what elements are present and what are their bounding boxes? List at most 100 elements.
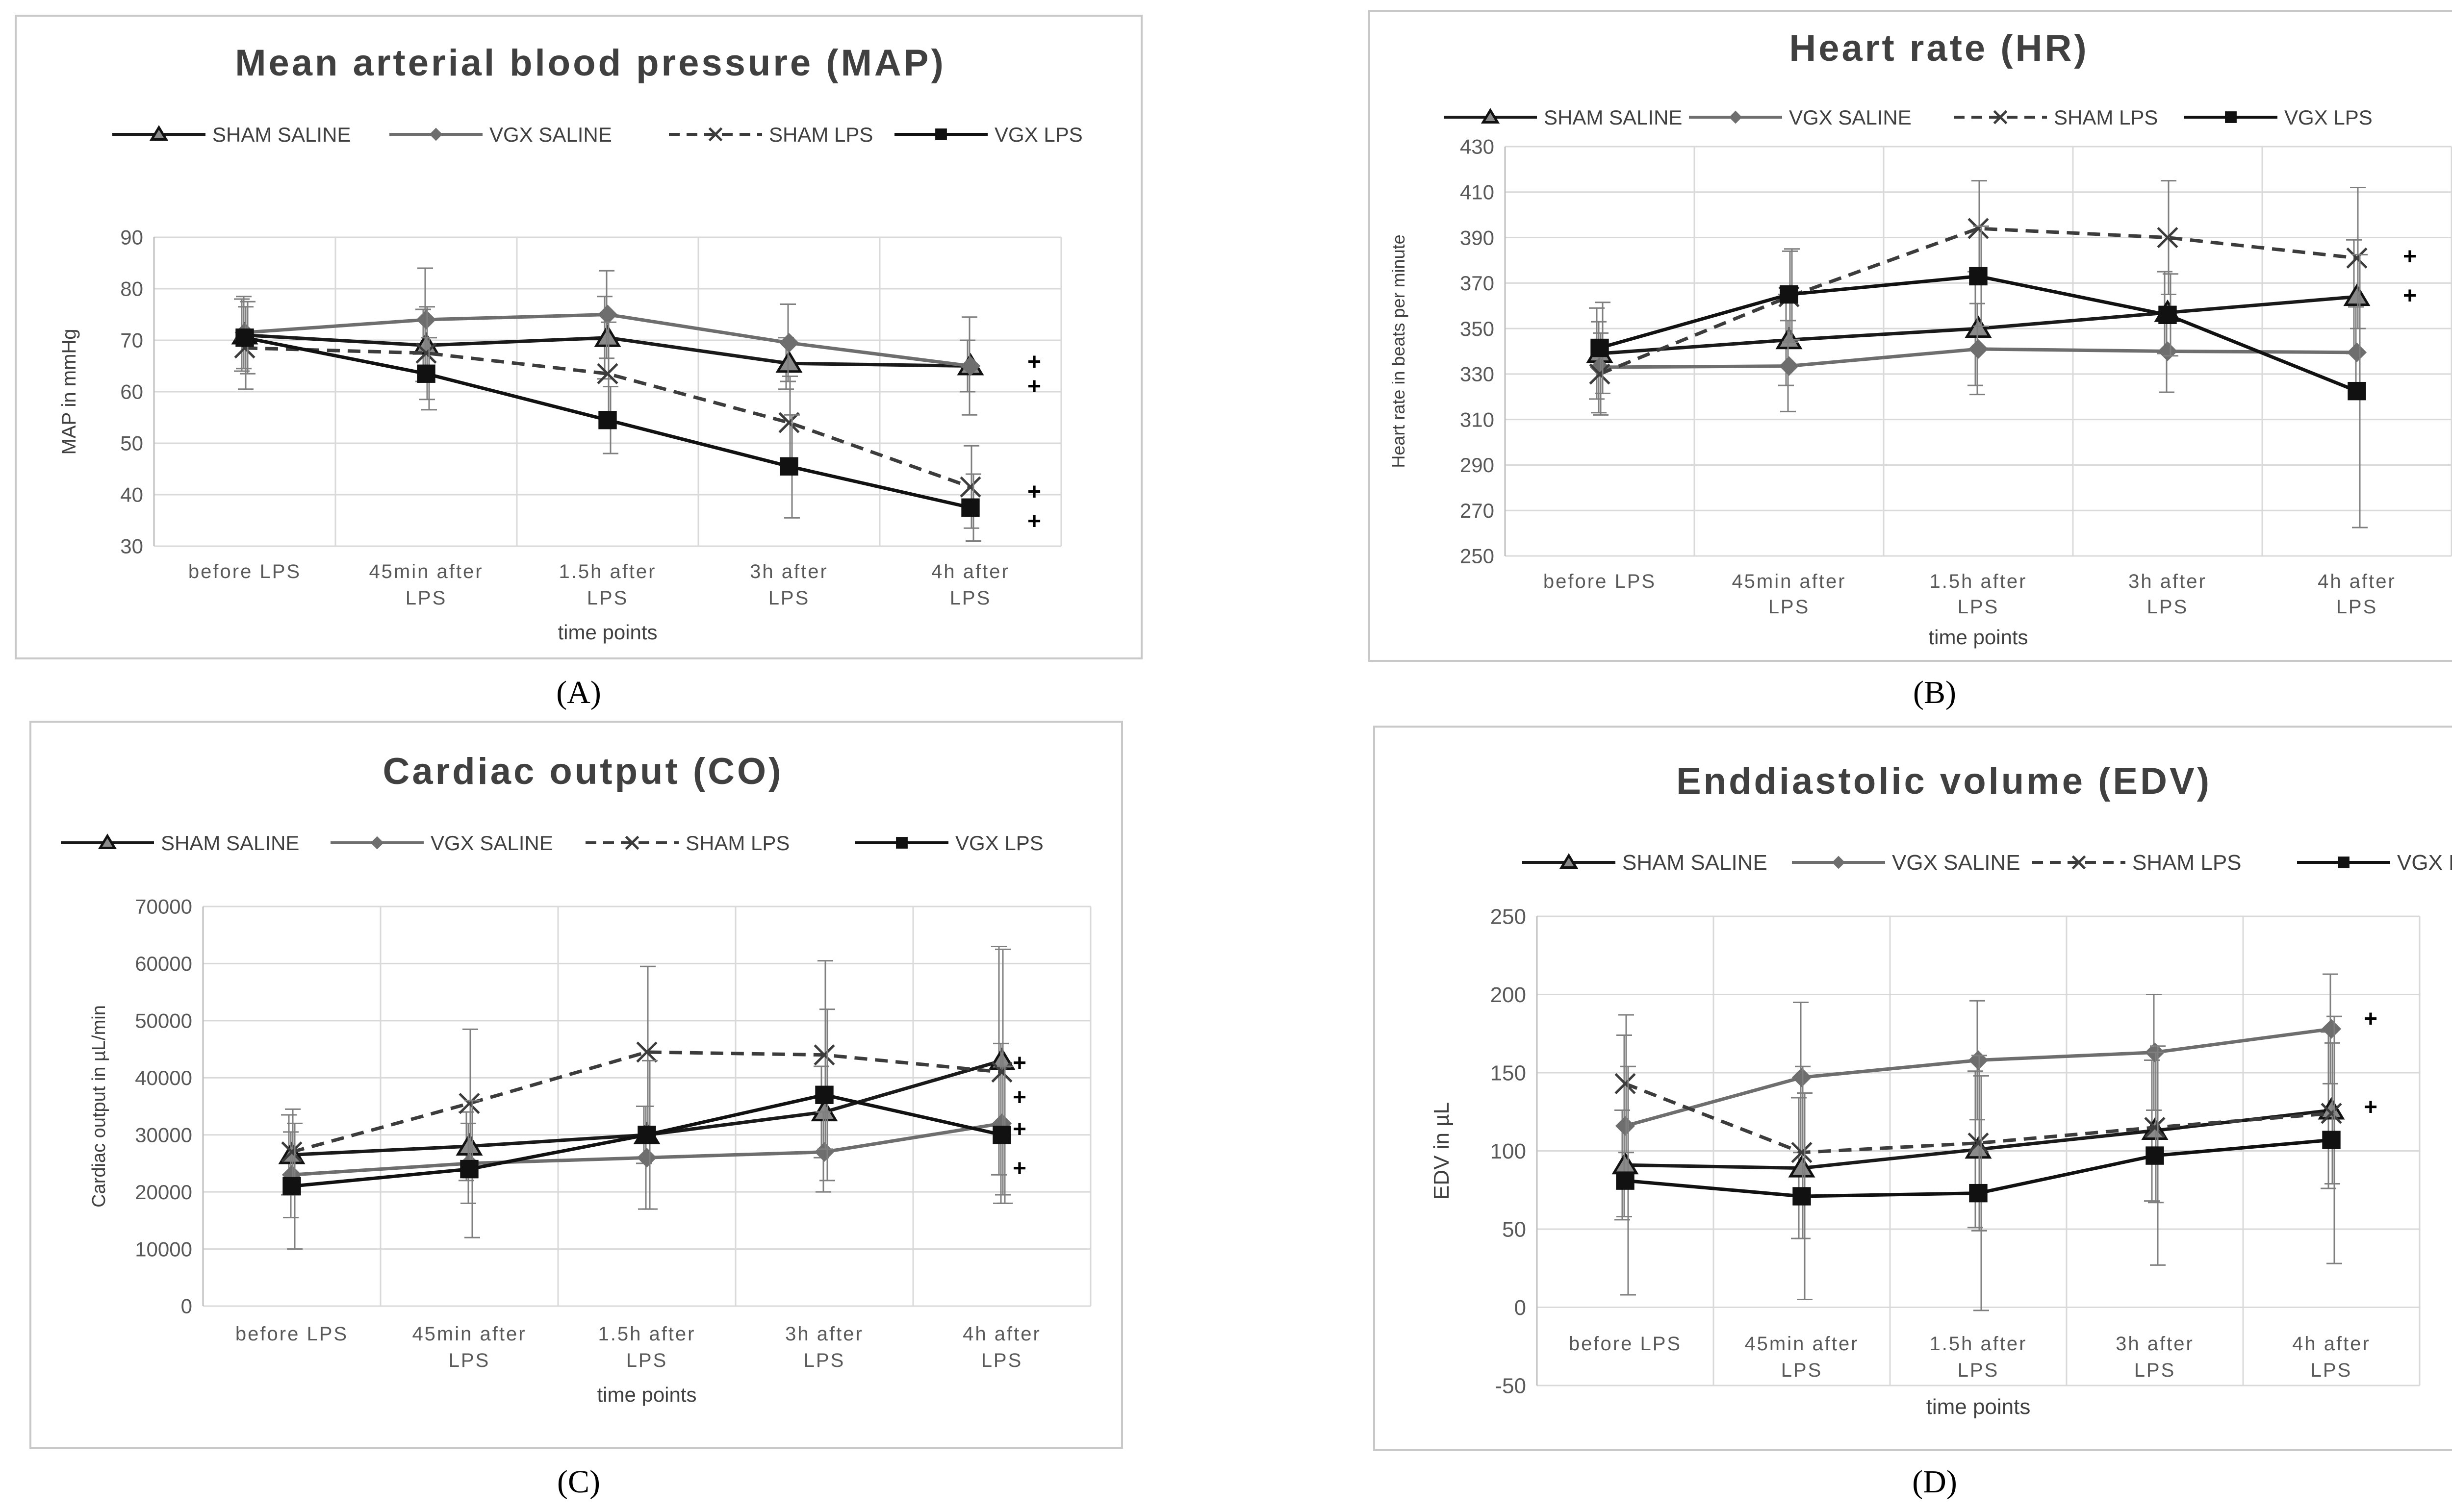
data-point — [779, 333, 799, 353]
data-point — [597, 304, 618, 325]
data-point — [2157, 227, 2178, 249]
data-point — [1779, 356, 1799, 376]
legend-item-vgx-saline: VGX SALINE — [331, 832, 553, 855]
panel-a: Mean arterial blood pressure (MAP) SHAM S… — [15, 15, 1143, 659]
legend-item-sham-lps: SHAM LPS — [586, 832, 790, 855]
grid — [1504, 146, 2452, 557]
data-point — [1967, 218, 1989, 239]
y-tick-label: 200 — [1490, 983, 1526, 1007]
data-point — [1614, 1073, 1636, 1094]
series-vgx-lps — [1616, 1015, 2342, 1311]
y-tick-label: 350 — [1460, 317, 1494, 340]
x-tick-label: before LPS — [1543, 571, 1656, 592]
data-point — [993, 1126, 1011, 1144]
grid — [153, 236, 1062, 547]
y-tick-label: 0 — [1514, 1296, 1526, 1320]
x-axis-title: time points — [597, 1383, 696, 1406]
significance-mark: + — [1013, 1156, 1026, 1182]
y-tick-label: 30000 — [135, 1123, 192, 1146]
y-tick-label: 0 — [181, 1295, 192, 1318]
data-point — [2146, 1146, 2164, 1165]
x-tick-label: LPS — [1958, 1360, 1999, 1381]
legend-label: VGX LPS — [2284, 106, 2373, 129]
x-tick-label: 3h after — [785, 1323, 864, 1345]
y-axis-title: EDV in µL — [1430, 1102, 1454, 1200]
legend-marker — [2225, 111, 2237, 123]
data-point — [778, 412, 800, 433]
chart-title: Mean arterial blood pressure (MAP) — [235, 42, 946, 84]
legend-item-vgx-lps: VGX LPS — [855, 832, 1044, 855]
y-tick-label: 80 — [120, 277, 143, 301]
legend-marker — [1993, 110, 2008, 125]
significance-mark: + — [1013, 1116, 1026, 1142]
panel-d: Enddiastolic volume (EDV) SHAM SALINE VGX … — [1373, 726, 2452, 1451]
y-tick-label: 100 — [1490, 1139, 1526, 1163]
legend-item-sham-saline: SHAM SALINE — [1444, 106, 1682, 129]
data-point — [988, 1047, 1016, 1070]
data-point — [1616, 1171, 1635, 1190]
x-tick-label: 3h after — [2116, 1333, 2194, 1355]
chart-title: Enddiastolic volume (EDV) — [1676, 760, 2212, 802]
legend-label: VGX SALINE — [1892, 851, 2020, 875]
legend: SHAM SALINE VGX SALINE SHAM LPS VGX LPS — [1444, 106, 2373, 129]
series-sham-saline — [1586, 239, 2371, 400]
map-chart: Mean arterial blood pressure (MAP) SHAM S… — [58, 42, 1083, 644]
data-point — [780, 457, 798, 476]
y-tick-label: -50 — [1495, 1374, 1526, 1398]
legend-label: SHAM SALINE — [212, 123, 351, 146]
y-tick-label: 410 — [1460, 180, 1494, 203]
legend-label: SHAM LPS — [2132, 851, 2242, 875]
data-point — [1589, 363, 1610, 385]
x-axis-title: time points — [558, 621, 657, 644]
legend-item-vgx-lps: VGX LPS — [2184, 106, 2373, 129]
x-tick-label: 45min after — [1732, 571, 1846, 592]
co-chart: Cardiac output (CO) SHAM SALINE VGX SALINE… — [61, 751, 1092, 1406]
data-point — [1615, 1116, 1635, 1136]
y-tick-label: 50 — [120, 432, 143, 455]
data-point — [282, 1177, 301, 1196]
y-tick-label: 50000 — [135, 1009, 192, 1033]
legend-label: VGX LPS — [995, 123, 1083, 146]
legend-label: SHAM LPS — [2054, 106, 2158, 129]
x-tick-label: 45min after — [369, 561, 483, 582]
data-point — [811, 1099, 838, 1122]
legend-label: VGX SALINE — [1789, 106, 1912, 129]
data-point — [1775, 327, 1803, 350]
data-point — [459, 1093, 480, 1114]
y-tick-label: 40000 — [135, 1066, 192, 1089]
legend-label: VGX LPS — [2397, 851, 2452, 875]
data-point — [814, 1044, 835, 1066]
data-point — [775, 350, 803, 373]
x-tick-label: 3h after — [750, 561, 828, 582]
y-tick-label: 310 — [1460, 408, 1494, 431]
x-tick-label: LPS — [2336, 596, 2378, 618]
data-point — [2322, 1131, 2341, 1149]
series-line — [291, 1050, 1002, 1154]
x-tick-label: before LPS — [188, 561, 301, 582]
y-tick-label: 40 — [120, 483, 143, 506]
data-point — [2157, 341, 2178, 361]
series-vgx-lps — [282, 1008, 1013, 1250]
legend-item-vgx-saline: VGX SALINE — [1689, 106, 1912, 129]
legend-marker — [1481, 108, 1500, 124]
y-tick-label: 250 — [1460, 545, 1494, 568]
y-tick-label: 430 — [1460, 135, 1494, 158]
legend-label: SHAM LPS — [686, 832, 790, 855]
legend-item-vgx-saline: VGX SALINE — [1792, 851, 2020, 875]
data-point — [1788, 1155, 1815, 1178]
data-point — [281, 1141, 303, 1163]
data-point — [460, 1159, 479, 1179]
y-axis-title: Heart rate in beats per minute — [1388, 234, 1408, 468]
significance-mark: + — [2364, 1006, 2377, 1032]
x-tick-label: LPS — [981, 1350, 1023, 1371]
significance-mark: + — [2364, 1094, 2377, 1120]
y-tick-label: 20000 — [135, 1181, 192, 1204]
y-tick-label: 250 — [1490, 905, 1526, 929]
series-vgx-saline — [1615, 973, 2342, 1217]
data-point — [636, 1041, 658, 1063]
y-tick-label: 10000 — [135, 1237, 192, 1260]
x-tick-label: LPS — [2134, 1360, 2176, 1381]
data-point — [415, 342, 437, 364]
data-point — [1969, 1184, 1988, 1203]
x-tick-label: 1.5h after — [559, 561, 656, 582]
